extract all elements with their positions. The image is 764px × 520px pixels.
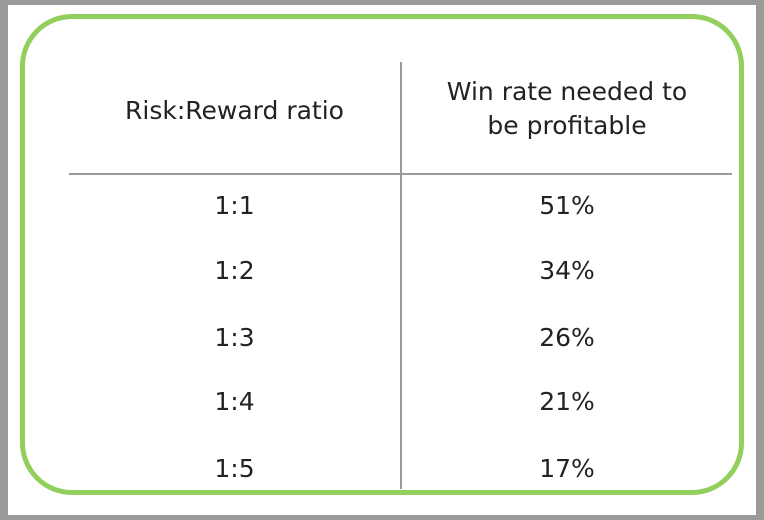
table-cell-winrate-21: 21% xyxy=(539,386,595,416)
header-divider xyxy=(69,173,732,175)
table-cell-ratio-1-1: 1:1 xyxy=(214,190,255,220)
table-cell-ratio-1-5: 1:5 xyxy=(214,453,255,483)
table-cell-winrate-51: 51% xyxy=(539,190,595,220)
header-risk-reward-ratio: Risk:Reward ratio xyxy=(125,96,344,126)
table-cell-ratio-1-4: 1:4 xyxy=(214,386,255,416)
table-cell-winrate-26: 26% xyxy=(539,322,595,352)
table-card: Risk:Reward ratio Win rate needed to be … xyxy=(20,14,744,495)
header-win-rate-needed: Win rate needed to be profitable xyxy=(446,77,688,140)
table-cell-winrate-34: 34% xyxy=(539,255,595,285)
table-cell-ratio-1-3: 1:3 xyxy=(214,322,255,352)
image-canvas: Risk:Reward ratio Win rate needed to be … xyxy=(8,5,756,515)
table-cell-winrate-17: 17% xyxy=(539,453,595,483)
table-cell-ratio-1-2: 1:2 xyxy=(214,255,255,285)
column-divider xyxy=(400,62,402,489)
